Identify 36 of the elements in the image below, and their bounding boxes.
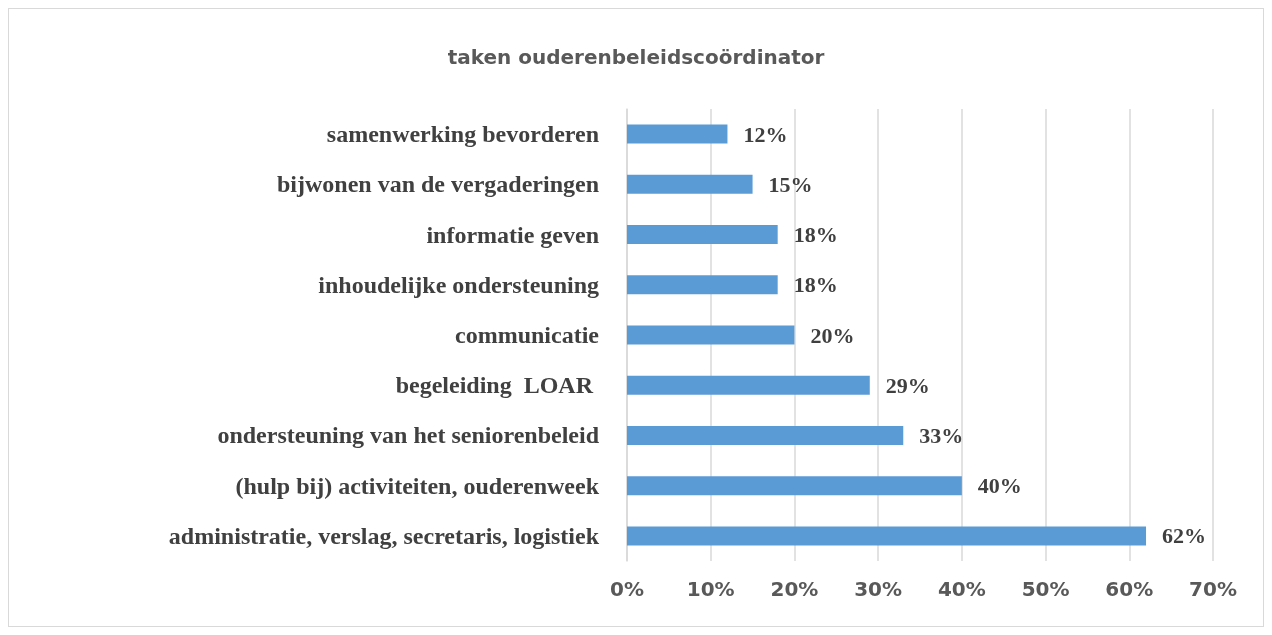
- x-tick-label: 50%: [1021, 577, 1070, 601]
- chart-title: taken ouderenbeleidscoördinator: [447, 45, 825, 69]
- data-label: 40%: [977, 473, 1022, 499]
- x-tick-label: 40%: [937, 577, 986, 601]
- x-tick-label: 30%: [854, 577, 903, 601]
- bar: [627, 275, 778, 295]
- bar: [627, 425, 904, 445]
- y-tick-label: bijwonen van de vergaderingen: [276, 171, 599, 198]
- y-tick-label: inhoudelijke ondersteuning: [318, 271, 599, 298]
- y-tick-label: administratie, verslag, secretaris, logistiek: [168, 522, 600, 549]
- bar: [627, 526, 1147, 546]
- data-label: 20%: [810, 322, 855, 348]
- data-label: 62%: [1162, 523, 1207, 549]
- x-tick-label: 20%: [770, 577, 819, 601]
- bar: [627, 225, 778, 245]
- y-tick-label: ondersteuning van het seniorenbeleid: [217, 422, 600, 449]
- y-tick-label: communicatie: [455, 322, 600, 348]
- data-label: 15%: [768, 171, 813, 197]
- x-tick-label: 0%: [610, 577, 644, 601]
- bar: [627, 174, 753, 194]
- x-tick-label: 70%: [1189, 577, 1237, 601]
- y-tick-label: begeleiding LOAR: [395, 372, 599, 399]
- y-tick-label: informatie geven: [426, 221, 599, 248]
- x-tick-label: 10%: [686, 577, 735, 601]
- bar: [627, 375, 870, 395]
- bar: [627, 476, 962, 496]
- y-tick-label: (hulp bij) activiteiten, ouderenweek: [235, 472, 600, 499]
- data-label: 29%: [885, 372, 930, 398]
- data-label: 18%: [793, 272, 838, 298]
- data-label: 18%: [793, 222, 838, 248]
- bar: [627, 124, 728, 144]
- bar: [627, 325, 795, 345]
- x-tick-label: 60%: [1105, 577, 1154, 601]
- y-tick-label: samenwerking bevorderen: [326, 121, 599, 148]
- data-label: 12%: [743, 121, 788, 147]
- data-label: 33%: [919, 422, 964, 448]
